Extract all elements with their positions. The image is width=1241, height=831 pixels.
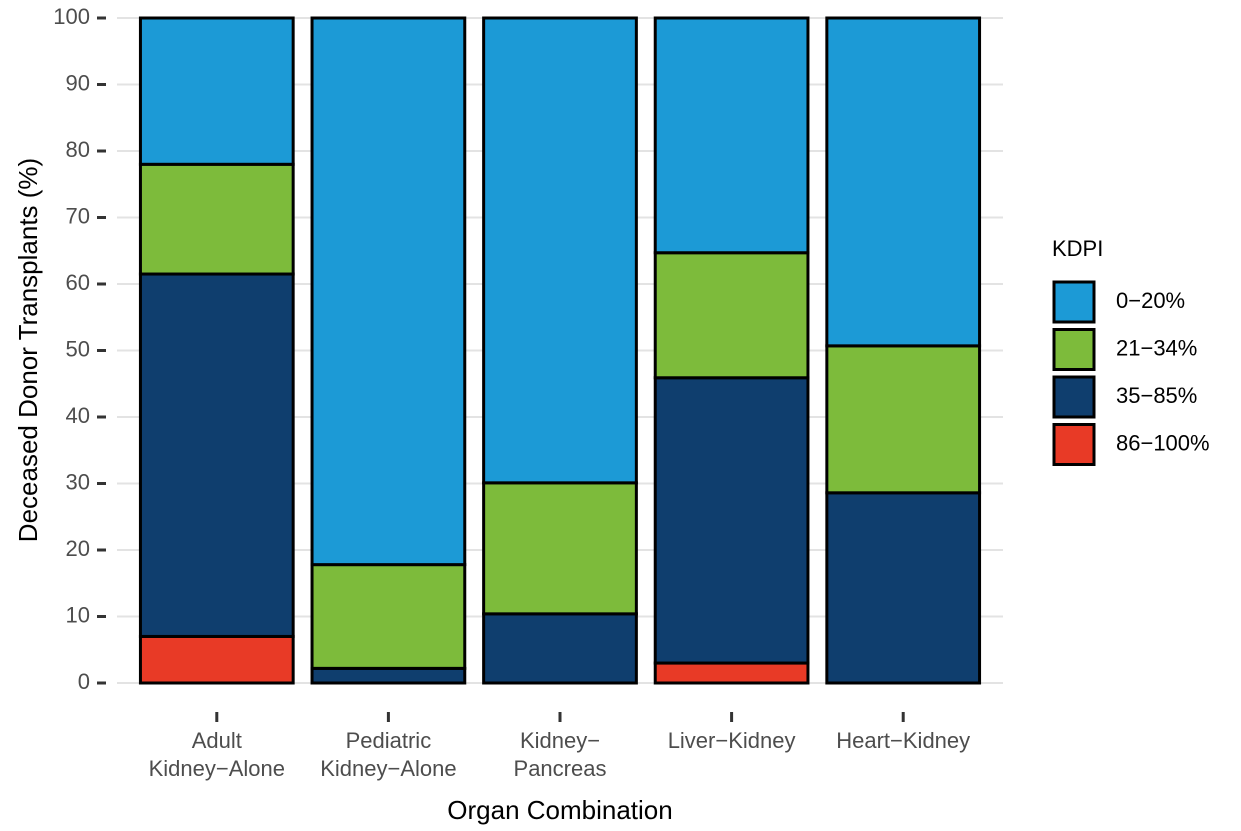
legend-label: 35−85% xyxy=(1116,383,1197,408)
y-tick-label: 40 xyxy=(66,403,90,428)
x-tick-label: Heart−Kidney xyxy=(836,728,970,753)
y-tick-label: 90 xyxy=(66,70,90,95)
bar-segment xyxy=(653,251,810,380)
legend-key xyxy=(1052,375,1096,419)
x-tick-label-line: Kidney−Alone xyxy=(320,756,456,781)
x-tick-label-line: Pediatric xyxy=(346,728,432,753)
x-tick-label: Adult Kidney−Alone xyxy=(149,728,285,781)
bar-segment xyxy=(653,376,810,665)
x-tick-label: Kidney− Pancreas xyxy=(514,728,607,781)
bar-segment xyxy=(482,16,638,485)
legend-key xyxy=(1052,280,1096,324)
y-axis-title: Deceased Donor Transplants (%) xyxy=(13,158,43,542)
legend-label: 21−34% xyxy=(1116,335,1197,360)
y-tick-label: 10 xyxy=(66,602,90,627)
x-tick-label: Pediatric Kidney−Alone xyxy=(320,728,456,781)
bar-segment xyxy=(138,16,295,166)
legend-key xyxy=(1052,328,1096,371)
bar-segment xyxy=(138,162,295,276)
y-tick-label: 20 xyxy=(66,536,90,561)
bar-segment xyxy=(138,272,295,638)
y-tick-label: 30 xyxy=(66,469,90,494)
y-tick-label: 80 xyxy=(66,137,90,162)
x-tick-label-line: Pancreas xyxy=(514,756,607,781)
bar-segment xyxy=(310,666,467,685)
x-tick-label-line: Adult xyxy=(192,728,242,753)
x-tick-label-line: Kidney−Alone xyxy=(149,756,285,781)
y-tick-label: 70 xyxy=(66,203,90,228)
bar-segment xyxy=(138,634,295,685)
bar-segment xyxy=(482,612,638,685)
x-tick-label: Liver−Kidney xyxy=(668,728,796,753)
bar-segment xyxy=(310,563,467,670)
y-tick-label: 0 xyxy=(78,669,90,694)
y-tick-label: 100 xyxy=(53,4,90,29)
legend-key xyxy=(1052,423,1096,466)
legend-label: 0−20% xyxy=(1116,288,1185,313)
y-tick-label: 60 xyxy=(66,270,90,295)
bar-segment xyxy=(310,16,467,567)
bar-segment xyxy=(482,481,638,616)
legend-title: KDPI xyxy=(1052,236,1103,261)
x-tick-label-line: Heart−Kidney xyxy=(836,728,970,753)
bar-segment xyxy=(825,344,982,495)
x-tick-label-line: Liver−Kidney xyxy=(668,728,796,753)
bar-segment xyxy=(825,16,982,348)
legend-label: 86−100% xyxy=(1116,430,1210,455)
bar-segment xyxy=(825,491,982,685)
y-tick-label: 50 xyxy=(66,336,90,361)
x-axis-title: Organ Combination xyxy=(447,795,672,825)
x-tick-label-line: Kidney− xyxy=(520,728,600,753)
bar-segment xyxy=(653,16,810,255)
bar-segment xyxy=(653,661,810,685)
